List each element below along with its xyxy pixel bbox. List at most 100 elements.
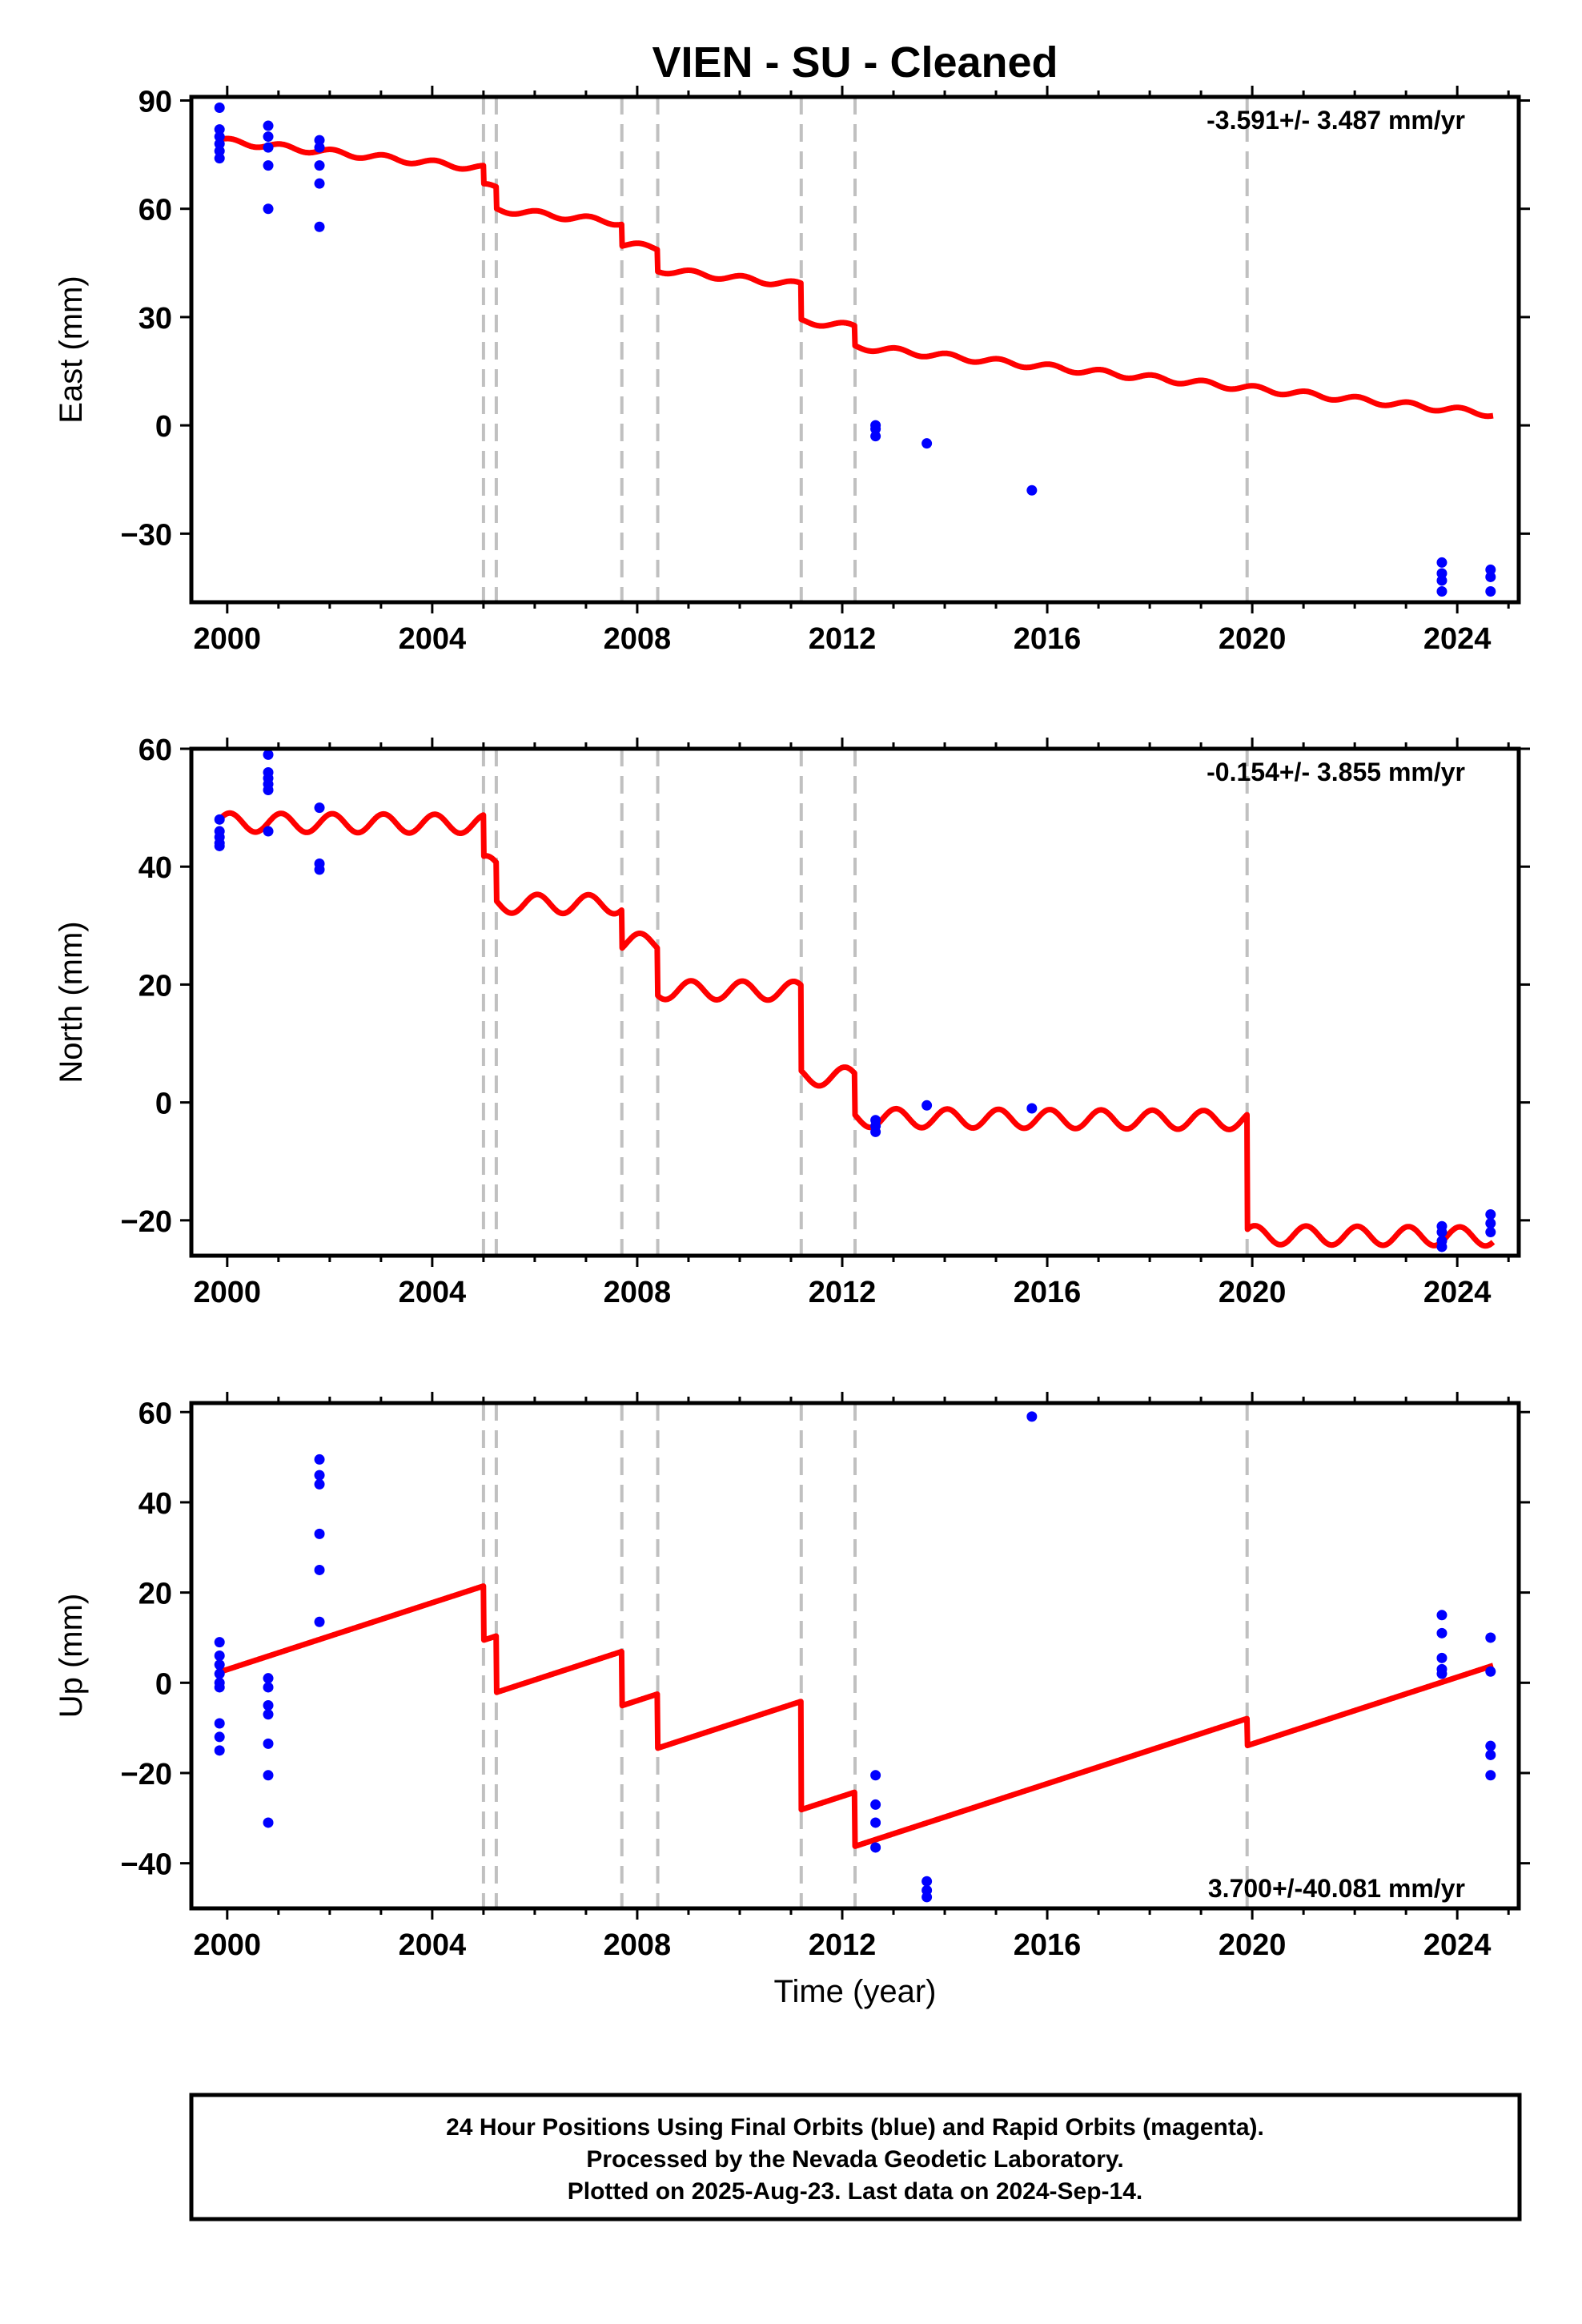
east-data-point: [214, 103, 225, 114]
up-data-point: [870, 1799, 881, 1810]
east-data-point: [921, 438, 933, 449]
up-data-point: [1436, 1668, 1447, 1679]
up-data-point: [314, 1616, 325, 1627]
east-data-point: [314, 135, 325, 146]
up-data-point: [870, 1842, 881, 1853]
north-x-tick-label: 2000: [194, 1276, 262, 1309]
east-y-tick-label: 60: [139, 194, 172, 227]
up-data-point: [1026, 1411, 1038, 1422]
up-data-point: [870, 1817, 881, 1828]
east-x-tick-label: 2008: [604, 622, 672, 656]
east-data-point: [1436, 568, 1447, 579]
north-data-point: [1485, 1208, 1496, 1220]
footer-line-3: Plotted on 2025-Aug-23. Last data on 202…: [568, 2178, 1143, 2205]
east-plot-frame: [189, 94, 1521, 605]
east-x-tick-label: 2016: [1014, 622, 1082, 656]
north-data-point: [1026, 1103, 1038, 1114]
up-data-point: [1485, 1770, 1496, 1781]
east-data-point: [214, 146, 225, 157]
east-data-point: [870, 431, 881, 442]
up-x-axis-label: Time (year): [774, 1974, 937, 2009]
east-data-point: [1485, 564, 1496, 575]
east-data-point: [263, 142, 274, 153]
up-data-point: [1485, 1666, 1496, 1677]
east-y-tick-label: 30: [139, 302, 172, 336]
north-data-point: [214, 840, 225, 851]
footer-line-2: Processed by the Nevada Geodetic Laborat…: [586, 2146, 1123, 2173]
east-data-point: [214, 153, 225, 164]
up-x-tick-label: 2000: [194, 1928, 262, 1962]
up-data-point: [214, 1659, 225, 1671]
east-y-tick-label: −30: [121, 518, 172, 552]
up-data-point: [1436, 1652, 1447, 1663]
north-y-tick-label: 20: [139, 969, 172, 1003]
east-x-tick-label: 2024: [1423, 622, 1492, 656]
up-data-point: [314, 1478, 325, 1490]
up-x-tick-label: 2012: [809, 1928, 877, 1962]
up-plot-frame: [189, 1401, 1521, 1911]
up-panel: 2000 2004 2008 2012 2016 2020 2024 −40 −20 0 20 40 6…: [54, 1392, 1530, 2009]
east-data-point: [1026, 485, 1038, 496]
north-y-tick-label: 60: [139, 734, 172, 767]
up-data-point: [263, 1682, 274, 1693]
up-y-tick-label: 20: [139, 1578, 172, 1611]
east-x-tick-label: 2000: [194, 622, 262, 656]
up-data-point: [214, 1637, 225, 1648]
up-data-point: [263, 1738, 274, 1749]
up-x-tick-label: 2020: [1219, 1928, 1287, 1962]
north-x-tick-label: 2012: [809, 1276, 877, 1309]
north-data-point: [263, 749, 274, 760]
up-data-point: [263, 1699, 274, 1711]
north-data-point: [263, 826, 274, 837]
north-x-tick-label: 2016: [1014, 1276, 1082, 1309]
up-data-point: [1485, 1632, 1496, 1643]
east-data-point: [314, 142, 325, 153]
footer-box: 24 Hour Positions Using Final Orbits (bl…: [189, 2093, 1522, 2221]
north-y-tick-label: −20: [121, 1205, 172, 1239]
north-data-point: [263, 785, 274, 796]
up-data-point: [921, 1892, 933, 1903]
up-data-point: [314, 1528, 325, 1539]
east-data-point: [214, 124, 225, 135]
north-y-axis-label: North (mm): [54, 921, 89, 1083]
east-x-tick-label: 2020: [1219, 622, 1287, 656]
east-data-point: [314, 178, 325, 189]
north-panel: 2000 2004 2008 2012 2016 2020 2024 −20 0 20 40 60 No…: [54, 734, 1530, 1309]
up-data-point: [263, 1673, 274, 1684]
north-y-tick-label: 40: [139, 851, 172, 885]
east-data-point: [870, 424, 881, 435]
east-rate-label: -3.591+/- 3.487 mm/yr: [1207, 106, 1465, 135]
east-data-point: [314, 221, 325, 232]
up-data-point: [1436, 1627, 1447, 1638]
up-data-point: [263, 1817, 274, 1828]
footer-line-1: 24 Hour Positions Using Final Orbits (bl…: [446, 2114, 1264, 2141]
east-data-point: [263, 203, 274, 215]
north-x-tick-label: 2008: [604, 1276, 672, 1309]
north-model-line: [215, 810, 1496, 1249]
up-data-point: [314, 1454, 325, 1465]
east-data-point: [263, 131, 274, 143]
north-data-point: [314, 802, 325, 814]
north-data-point: [870, 1126, 881, 1137]
east-data-point: [1436, 585, 1447, 597]
up-y-tick-label: 0: [155, 1667, 172, 1701]
north-data-point: [214, 814, 225, 825]
north-data-point: [1485, 1218, 1496, 1229]
up-y-tick-label: 60: [139, 1397, 172, 1430]
chart-title: VIEN - SU - Cleaned: [652, 38, 1058, 86]
east-data-point: [214, 131, 225, 143]
up-data-point: [921, 1876, 933, 1887]
up-x-tick-label: 2004: [399, 1928, 467, 1962]
east-data-point: [314, 160, 325, 171]
up-data-point: [214, 1668, 225, 1679]
east-model-line: [215, 135, 1496, 420]
east-y-axis-label: East (mm): [54, 275, 89, 423]
east-data-point: [1485, 571, 1496, 582]
up-data-point: [1485, 1740, 1496, 1751]
north-data-point: [314, 864, 325, 875]
east-data-point: [1436, 575, 1447, 586]
north-plot-frame: [189, 746, 1521, 1258]
up-data-point: [263, 1770, 274, 1781]
up-data-point: [214, 1718, 225, 1729]
